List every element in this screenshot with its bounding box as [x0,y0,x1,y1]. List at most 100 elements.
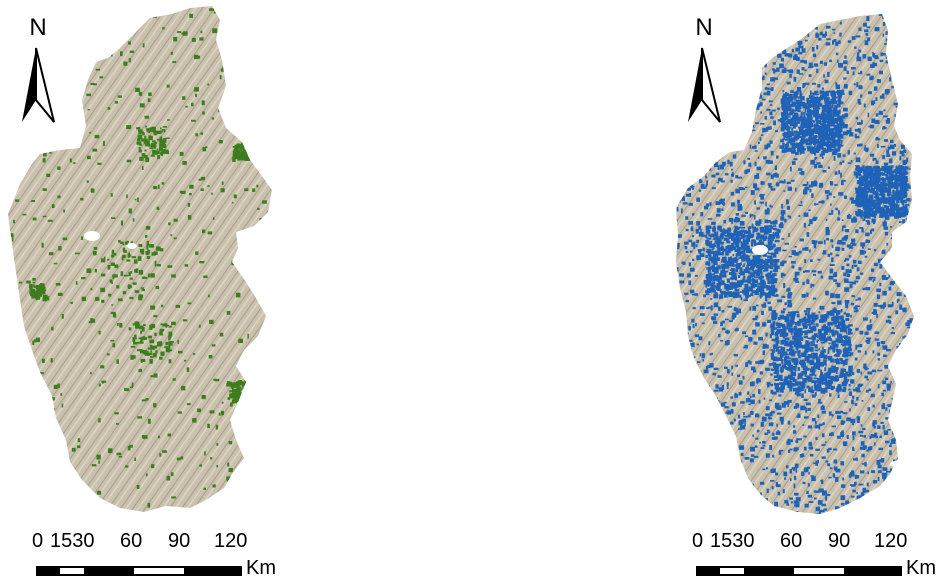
overlay-point [698,388,701,391]
overlay-point [917,91,921,95]
overlay-point [866,26,871,29]
overlay-point [692,307,696,310]
overlay-point [754,187,760,191]
overlay-point [713,262,718,265]
overlay-point [141,326,145,332]
overlay-point [898,381,903,385]
overlay-point [789,346,794,349]
overlay-point [893,143,896,147]
overlay-point [201,100,205,106]
overlay-point [740,271,745,276]
overlay-point [772,278,778,284]
overlay-point [800,170,805,176]
overlay-point [19,357,24,362]
overlay-point [696,392,701,397]
overlay-point [817,84,821,88]
overlay-point [924,490,926,494]
overlay-point [764,144,769,150]
overlay-point [792,314,795,319]
overlay-point [739,273,743,276]
overlay-point [237,380,240,385]
overlay-point [936,278,939,282]
overlay-point [747,68,750,74]
overlay-point [36,290,42,294]
overlay-point [902,307,907,313]
overlay-point [821,333,826,336]
overlay-point [826,116,828,121]
overlay-point [861,463,865,465]
overlay-point [787,294,792,299]
overlay-point [764,209,770,215]
overlay-point [684,458,690,462]
overlay-point [187,215,192,220]
overlay-point [145,226,151,230]
overlay-point [51,204,55,208]
overlay-point [760,421,764,427]
overlay-point [922,474,927,479]
overlay-point [808,386,811,390]
overlay-point [140,358,146,362]
overlay-point [773,344,778,349]
overlay-point [713,432,718,437]
overlay-point [756,103,761,108]
overlay-point [848,336,851,342]
overlay-point [762,237,767,241]
overlay-point [211,117,215,120]
overlay-point [897,298,900,302]
overlay-point [822,110,828,113]
overlay-point [810,148,814,154]
overlay-point [891,327,894,329]
overlay-point [781,273,784,278]
overlay-point [776,235,780,239]
overlay-point [892,197,896,201]
overlay-point [921,504,924,507]
overlay-point [848,365,853,370]
overlay-point [236,386,242,389]
overlay-point [727,458,733,463]
overlay-point [906,508,910,513]
overlay-point [820,314,824,320]
overlay-point [874,202,877,206]
overlay-point [875,191,879,194]
overlay-point [793,278,795,281]
overlay-point [769,204,772,207]
overlay-point [890,501,896,507]
overlay-point [934,180,938,185]
overlay-point [808,142,811,146]
overlay-point [787,30,791,36]
overlay-point [848,384,851,387]
overlay-point [775,431,781,435]
overlay-point [727,245,732,248]
overlay-point [158,435,161,439]
overlay-point [854,474,857,480]
overlay-point [825,227,829,232]
overlay-point [709,287,713,291]
overlay-point [735,231,738,237]
overlay-point [832,40,835,45]
overlay-point [703,280,706,285]
overlay-point [186,367,190,372]
overlay-point [809,360,815,366]
overlay-point [202,229,206,234]
overlay-point [718,248,721,253]
overlay-point [800,381,806,386]
overlay-point [137,416,143,419]
overlay-point [804,128,807,131]
overlay-point [159,136,163,142]
overlay-point [800,111,803,116]
overlay-point [798,126,801,129]
overlay-point [721,320,726,324]
overlay-point [900,171,904,174]
overlay-point [739,221,745,226]
overlay-point [134,290,140,293]
overlay-point [838,136,841,139]
overlay-point [686,464,689,466]
overlay-point [737,204,742,209]
overlay-point [927,454,929,456]
overlay-point [676,207,679,212]
overlay-point [708,161,713,166]
overlay-point [132,218,135,222]
overlay-point [808,184,813,188]
overlay-point [840,172,842,178]
overlay-point [931,183,933,188]
